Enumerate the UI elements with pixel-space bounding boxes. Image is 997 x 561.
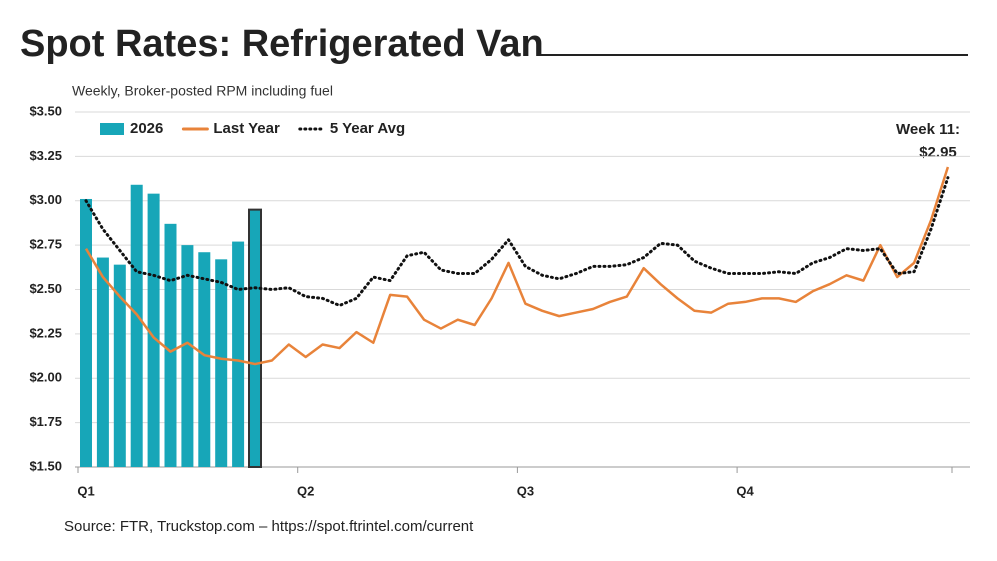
bar (80, 198, 92, 467)
legend-label: 2026 (130, 120, 163, 137)
y-tick-label: $1.50 (29, 458, 62, 473)
bar (248, 208, 262, 468)
y-tick-label: $1.75 (29, 414, 62, 429)
y-tick-label: $3.50 (29, 103, 62, 118)
bar (215, 259, 228, 467)
bar (96, 257, 109, 467)
y-tick-label: $2.50 (29, 281, 62, 296)
legend-swatch (100, 123, 124, 135)
source: Source: FTR, Truckstop.com – https://spo… (64, 518, 474, 535)
bar (113, 264, 126, 467)
legend-label: Last Year (213, 120, 280, 137)
legend-label: 5 Year Avg (330, 120, 405, 137)
line (84, 166, 950, 366)
y-tick-label: $3.25 (29, 148, 62, 163)
y-tick-label: $2.25 (29, 325, 62, 340)
annotation: Week 11: (896, 121, 960, 138)
x-tick-label: Q2 (297, 483, 314, 498)
bar (181, 245, 194, 467)
y-tick-label: $2.00 (29, 370, 62, 385)
bar (164, 223, 177, 467)
x-tick-label: Q3 (517, 483, 534, 498)
y-tick-label: $2.75 (29, 237, 62, 252)
subtitle: Weekly, Broker-posted RPM including fuel (72, 83, 333, 99)
bar (232, 241, 245, 467)
x-tick-label: Q4 (736, 483, 754, 498)
bar (130, 184, 143, 467)
chart-title: Spot Rates: Refrigerated Van (20, 23, 544, 65)
annotation: $2.95 (919, 144, 957, 161)
bar (198, 252, 211, 467)
bar (147, 193, 160, 467)
y-tick-label: $3.00 (29, 192, 62, 207)
x-tick-label: Q1 (77, 483, 94, 498)
avg-line (84, 176, 950, 307)
